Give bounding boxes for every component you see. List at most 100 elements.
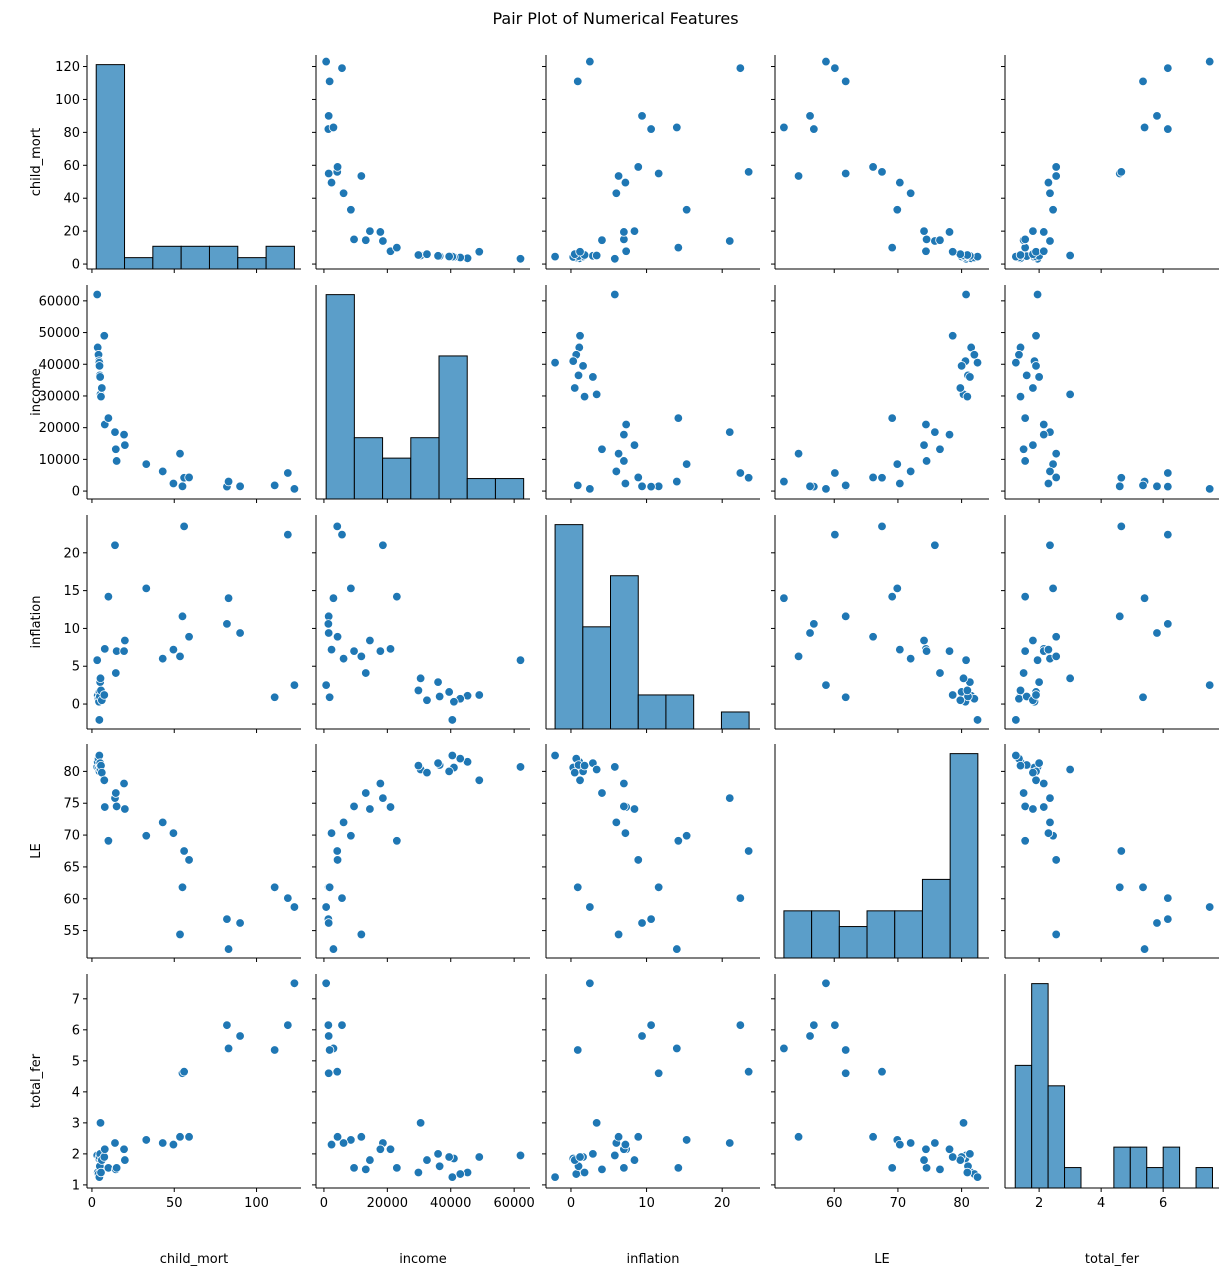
scatter-point xyxy=(575,775,585,786)
scatter-point xyxy=(375,778,386,789)
panels-grid: 0204060801001200100002000030000400005000… xyxy=(29,55,1219,1267)
scatter-point xyxy=(1048,583,1058,594)
scatter-point xyxy=(1020,801,1030,812)
scatter-point xyxy=(921,246,931,256)
scatter-point xyxy=(637,1031,647,1041)
y-tick-label: 0 xyxy=(72,698,80,713)
scatter-point xyxy=(573,1045,583,1055)
scatter-point xyxy=(610,1150,620,1161)
hist-bar xyxy=(838,926,868,959)
panel-child_mort-vs-total_fer xyxy=(1001,55,1219,273)
scatter-point xyxy=(735,893,746,903)
scatter-point xyxy=(681,205,692,215)
scatter-point xyxy=(1015,250,1026,260)
scatter-point xyxy=(1045,466,1055,477)
scatter-point xyxy=(184,855,194,865)
scatter-point xyxy=(597,444,607,454)
scatter-point xyxy=(613,171,624,181)
scatter-point xyxy=(972,1172,983,1182)
scatter-point xyxy=(100,644,110,654)
scatter-point xyxy=(175,651,185,662)
scatter-point xyxy=(111,1163,122,1173)
scatter-point xyxy=(919,226,929,236)
hist-bar xyxy=(811,910,840,959)
scatter-point xyxy=(955,695,966,705)
scatter-point xyxy=(620,177,631,188)
scatter-point xyxy=(725,793,735,803)
scatter-point xyxy=(779,593,789,603)
scatter-point xyxy=(895,177,905,188)
scatter-point xyxy=(283,893,293,903)
scatter-point xyxy=(1051,632,1061,642)
scatter-point xyxy=(1034,372,1044,382)
scatter-point xyxy=(337,529,347,540)
scatter-point xyxy=(321,680,331,690)
scatter-point xyxy=(392,242,402,253)
scatter-point xyxy=(1048,205,1058,215)
scatter-point xyxy=(323,918,334,928)
hist-bar xyxy=(610,575,639,730)
scatter-point xyxy=(930,1138,940,1148)
scatter-point xyxy=(222,619,232,629)
scatter-point xyxy=(892,583,902,594)
scatter-point xyxy=(179,846,189,856)
scatter-point xyxy=(97,383,107,393)
scatter-point xyxy=(1163,468,1173,478)
x-tick-label: 70 xyxy=(890,1196,907,1211)
scatter-point xyxy=(892,459,902,469)
scatter-point xyxy=(887,413,897,423)
scatter-point xyxy=(332,521,342,532)
x-tick-label: 40000 xyxy=(430,1196,471,1211)
hist-bar xyxy=(921,878,951,959)
scatter-point xyxy=(349,1163,359,1173)
scatter-point xyxy=(99,331,109,341)
scatter-point xyxy=(1020,234,1030,245)
y-tick-label: 20 xyxy=(63,225,80,240)
scatter-point xyxy=(111,668,121,678)
x-tick-label: 0 xyxy=(567,1196,575,1211)
y-tick-label: 4 xyxy=(72,1085,80,1100)
scatter-point xyxy=(944,646,955,656)
scatter-point xyxy=(328,593,339,603)
scatter-point xyxy=(95,673,106,684)
scatter-point xyxy=(735,468,746,478)
scatter-point xyxy=(103,836,114,846)
panel-LE-vs-child_mort: 55 60 65 70 75 80 xyxy=(63,744,301,962)
scatter-point xyxy=(681,831,692,841)
scatter-point xyxy=(629,804,640,814)
scatter-point xyxy=(972,715,983,725)
scatter-point xyxy=(840,480,851,491)
scatter-point xyxy=(743,473,754,483)
scatter-point xyxy=(1020,456,1030,466)
scatter-point xyxy=(1045,540,1055,550)
scatter-point xyxy=(597,788,607,798)
scatter-point xyxy=(1163,914,1173,924)
scatter-point xyxy=(385,802,396,812)
scatter-point xyxy=(620,1139,631,1150)
hist-bar xyxy=(894,910,923,959)
scatter-point xyxy=(965,1149,975,1159)
scatter-point xyxy=(610,254,620,264)
x-axis-label-child_mort: child_mort xyxy=(160,1252,228,1267)
scatter-point xyxy=(361,1164,371,1175)
y-tick-label: 5 xyxy=(72,1054,80,1069)
scatter-point xyxy=(111,788,121,798)
panel-LE-vs-income xyxy=(312,744,530,962)
scatter-point xyxy=(100,1144,110,1154)
scatter-point xyxy=(1204,680,1215,690)
scatter-point xyxy=(415,673,426,684)
scatter-point xyxy=(289,978,300,989)
scatter-point xyxy=(346,831,356,841)
scatter-point xyxy=(969,350,980,360)
scatter-point xyxy=(930,540,940,550)
scatter-point xyxy=(805,628,815,638)
scatter-point xyxy=(222,1020,232,1030)
scatter-point xyxy=(947,247,958,257)
scatter-point xyxy=(935,444,945,454)
hist-bar xyxy=(1031,983,1049,1189)
scatter-point xyxy=(725,1138,735,1148)
scatter-point xyxy=(168,478,179,489)
scatter-point xyxy=(575,1152,585,1162)
scatter-point xyxy=(840,76,851,87)
x-tick-label: 4 xyxy=(1097,1196,1105,1211)
